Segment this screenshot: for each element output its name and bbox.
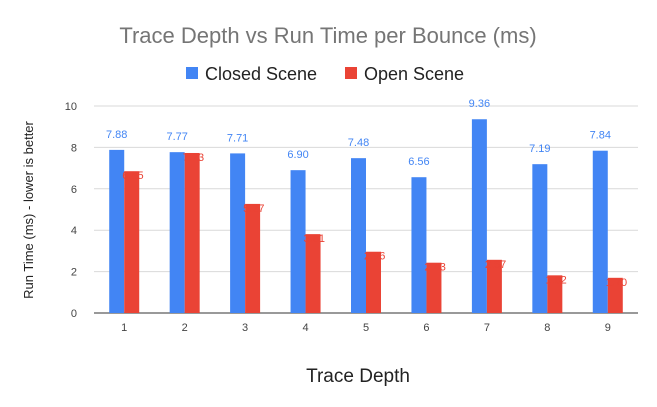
data-label-closed-scene-8: 7.19 — [529, 143, 550, 155]
bar-closed-scene-6 — [411, 177, 427, 313]
bar-closed-scene-4 — [290, 170, 306, 313]
x-tick-label: 8 — [544, 322, 550, 334]
bar-closed-scene-3 — [230, 153, 246, 313]
data-label-closed-scene-3: 7.71 — [227, 132, 248, 144]
bar-closed-scene-7 — [471, 119, 487, 313]
data-label-closed-scene-2: 7.77 — [166, 131, 187, 143]
bar-open-scene-4 — [305, 234, 321, 313]
x-tick-label: 6 — [423, 322, 429, 334]
data-label-open-scene-1: 6.85 — [122, 170, 143, 182]
y-tick-label: 8 — [71, 142, 77, 154]
legend-label-closed-scene: Closed Scene — [205, 64, 317, 84]
data-label-closed-scene-7: 9.36 — [469, 98, 490, 110]
chart-title: Trace Depth vs Run Time per Bounce (ms) — [119, 23, 536, 48]
bar-open-scene-5 — [366, 251, 381, 313]
y-axis-ticks: 0 2 4 6 8 10 — [65, 101, 77, 320]
x-axis-ticks: 1 2 3 4 5 6 7 8 9 — [121, 322, 611, 334]
x-axis-title: Trace Depth — [306, 366, 410, 387]
data-label-open-scene-2: 7.73 — [183, 152, 204, 164]
bar-closed-scene-2 — [169, 152, 185, 313]
y-tick-label: 6 — [71, 184, 77, 196]
legend-swatch-open-scene — [345, 67, 357, 79]
data-label-open-scene-9: 1.70 — [606, 277, 627, 289]
data-label-closed-scene-6: 6.56 — [408, 156, 429, 168]
y-axis-title: Run Time (ms) - lower is better — [21, 120, 36, 298]
data-label-open-scene-4: 3.81 — [304, 233, 325, 245]
y-tick-label: 10 — [65, 101, 77, 113]
legend: Closed Scene Open Scene — [186, 64, 464, 84]
bar-closed-scene-9 — [592, 150, 608, 313]
legend-label-open-scene: Open Scene — [364, 64, 464, 84]
y-tick-label: 4 — [71, 225, 77, 237]
x-tick-label: 5 — [363, 322, 369, 334]
bar-closed-scene-8 — [532, 164, 548, 313]
data-label-closed-scene-1: 7.88 — [106, 129, 127, 141]
bar-open-scene-1 — [124, 171, 140, 313]
data-label-open-scene-3: 5.27 — [243, 203, 264, 215]
data-label-closed-scene-5: 7.48 — [348, 137, 369, 149]
data-label-open-scene-5: 2.96 — [364, 251, 385, 263]
x-tick-label: 1 — [121, 322, 127, 334]
bar-open-scene-6 — [426, 262, 442, 313]
legend-swatch-closed-scene — [186, 67, 198, 79]
bar-open-scene-9 — [607, 277, 623, 313]
data-labels: 7.88 6.85 7.77 7.73 7.71 5.27 6.90 3.81 7.48 2.96… — [106, 98, 627, 289]
bars — [109, 119, 623, 313]
data-label-open-scene-8: 1.82 — [545, 274, 566, 286]
y-tick-label: 2 — [71, 267, 77, 279]
x-tick-label: 2 — [182, 322, 188, 334]
data-label-closed-scene-9: 7.84 — [590, 130, 611, 142]
x-tick-label: 9 — [605, 322, 611, 334]
bar-closed-scene-5 — [351, 158, 366, 313]
bar-closed-scene-1 — [109, 149, 125, 313]
x-tick-label: 7 — [484, 322, 490, 334]
bar-open-scene-2 — [184, 152, 200, 313]
bar-open-scene-7 — [486, 259, 502, 313]
bar-open-scene-8 — [547, 275, 563, 313]
data-label-closed-scene-4: 6.90 — [287, 149, 308, 161]
x-tick-label: 4 — [302, 322, 308, 334]
data-label-open-scene-6: 2.43 — [424, 262, 445, 274]
bar-open-scene-3 — [245, 203, 261, 313]
x-tick-label: 3 — [242, 322, 248, 334]
y-tick-label: 0 — [71, 308, 77, 320]
data-label-open-scene-7: 2.57 — [485, 259, 506, 271]
